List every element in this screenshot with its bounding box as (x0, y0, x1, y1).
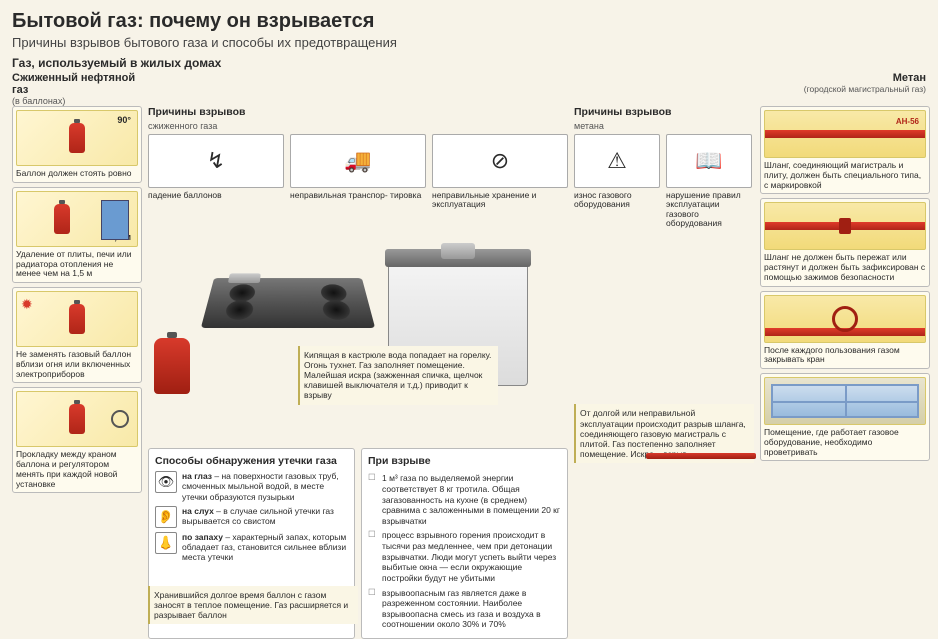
hose-band (765, 130, 925, 138)
methane-cause-row: ⚠ износ газового оборудования 📖 нарушени… (574, 134, 754, 228)
cylinder-icon (69, 404, 85, 434)
cause-text: нарушение правил эксплуатации газового о… (666, 191, 752, 228)
pot-icon (228, 273, 261, 283)
rule-icon: ✹ (16, 291, 138, 347)
page-title: Бытовой газ: почему он взрывается (12, 10, 926, 33)
gas-pipe (646, 453, 756, 459)
cause-item: ↯ падение баллонов (148, 134, 284, 210)
lpg-cause-row: ↯ падение баллонов 🚚 неправильная трансп… (148, 134, 568, 210)
burner-icon (224, 300, 254, 319)
rule-text: Шланг, соединяющий магистраль и плиту, д… (764, 161, 926, 190)
hose-label: АН-56 (896, 117, 919, 126)
explosion-item: 1 м³ газа по выделяемой энергии соответс… (368, 471, 561, 528)
rule-item: Прокладку между краном баллона и регулят… (12, 387, 142, 493)
explosion-item: процесс взрывного горения происходит в т… (368, 528, 561, 585)
cause-wear-icon: ⚠ (574, 134, 660, 188)
rule-icon: 90° (16, 110, 138, 166)
callout-boiling: Кипящая в кастрюле вода попадает на горе… (298, 346, 498, 405)
burner-icon (228, 284, 256, 301)
cylinder-icon (69, 304, 85, 334)
explosion-header: При взрыве (368, 455, 561, 467)
window-icon (764, 377, 926, 425)
kitchen-scene: Кипящая в кастрюле вода попадает на горе… (148, 216, 568, 396)
rule-item: Помещение, где работает газовое оборудов… (760, 373, 930, 461)
rule-item: После каждого пользования газом закрыват… (760, 291, 930, 370)
methane-sub: (городской магистральный газ) (756, 84, 926, 94)
eye-icon: 👁 (155, 471, 177, 493)
cause-text: износ газового оборудования (574, 191, 660, 210)
detect-item: 👂 на слух – в случае сильной утечки газ … (155, 506, 348, 528)
rule-item: 1,5 м Удаление от плиты, печи или радиат… (12, 187, 142, 283)
rule-note: 90° (117, 115, 131, 125)
lpg-sub: (в баллонах) (12, 96, 142, 106)
burner-icon (322, 300, 352, 319)
rule-text: Шланг не должен быть пережат или растяну… (764, 253, 926, 282)
cylinder-icon (69, 123, 85, 153)
callout-stored: Хранившийся долгое время баллон с газом … (148, 586, 358, 625)
cause-text: неправильная транспор- тировка (290, 191, 426, 200)
rule-icon: 1,5 м (16, 191, 138, 247)
gas-tank (154, 338, 190, 394)
rule-text: Баллон должен стоять ровно (16, 169, 138, 179)
gasket-icon (111, 410, 129, 428)
page-subtitle: Причины взрывов бытового газа и способы … (12, 35, 926, 50)
methane-causes-header: Причины взрывов (574, 106, 754, 118)
clamp-icon (839, 218, 851, 234)
cylinder-icon (54, 204, 70, 234)
rule-item: 90° Баллон должен стоять ровно (12, 106, 142, 183)
explosion-list: 1 м³ газа по выделяемой энергии соответс… (368, 471, 561, 632)
lpg-causes-header: Причины взрывов (148, 106, 568, 118)
cause-item: ⚠ износ газового оборудования (574, 134, 660, 228)
lpg-header: Сжиженный нефтяной газ (12, 72, 142, 96)
cause-item: ⊘ неправильные хранение и эксплуатация (432, 134, 568, 210)
explosion-box: При взрыве 1 м³ газа по выделяемой энерг… (361, 448, 568, 639)
methane-col: Причины взрывов метана ⚠ износ газового … (574, 106, 754, 639)
detect-label: на слух (182, 506, 214, 516)
pot-icon (441, 243, 475, 259)
left-rules-col: 90° Баллон должен стоять ровно 1,5 м Уда… (12, 106, 142, 639)
cause-item: 🚚 неправильная транспор- тировка (290, 134, 426, 210)
rule-text: Удаление от плиты, печи или радиатора от… (16, 250, 138, 279)
cause-storage-icon: ⊘ (432, 134, 568, 188)
hose-icon (764, 202, 926, 250)
explosion-item: взрывоопасным газ является даже в разреж… (368, 586, 561, 633)
cause-transport-icon: 🚚 (290, 134, 426, 188)
rule-icon (16, 391, 138, 447)
hose-icon: АН-56 (764, 110, 926, 158)
valve-icon (832, 306, 858, 332)
ear-icon: 👂 (155, 506, 177, 528)
cooktop (201, 278, 375, 328)
burner-icon (320, 284, 348, 301)
detect-item: 👁 на глаз – на поверхности газовых труб,… (155, 471, 348, 502)
methane-header: Метан (756, 72, 926, 84)
rule-item: АН-56 Шланг, соединяющий магистраль и пл… (760, 106, 930, 194)
window-pane (771, 384, 919, 418)
cause-text: падение баллонов (148, 191, 284, 200)
fire-icon: ✹ (21, 296, 33, 313)
center-col: Причины взрывов сжиженного газа ↯ падени… (148, 106, 568, 639)
detect-label: по запаху (182, 532, 223, 542)
section-gas-homes: Газ, используемый в жилых домах (12, 56, 926, 70)
main-layout: 90° Баллон должен стоять ровно 1,5 м Уда… (12, 106, 926, 639)
detect-label: на глаз (182, 471, 212, 481)
infographic-root: Бытовой газ: почему он взрывается Причин… (0, 0, 938, 607)
rule-text: Прокладку между краном баллона и регулят… (16, 450, 138, 489)
cause-text: неправильные хранение и эксплуатация (432, 191, 568, 210)
methane-causes-sub: метана (574, 121, 754, 131)
lpg-causes-sub: сжиженного газа (148, 121, 568, 131)
cause-item: 📖 нарушение правил эксплуатации газового… (666, 134, 752, 228)
rule-text: Помещение, где работает газовое оборудов… (764, 428, 926, 457)
detect-item: 👃 по запаху – характерный запах, которым… (155, 532, 348, 563)
cause-drop-icon: ↯ (148, 134, 284, 188)
nose-icon: 👃 (155, 532, 177, 554)
cause-rules-icon: 📖 (666, 134, 752, 188)
hose-icon (764, 295, 926, 343)
radiator-icon (101, 200, 129, 240)
rule-item: Шланг не должен быть пережат или растяну… (760, 198, 930, 286)
right-rules-col: АН-56 Шланг, соединяющий магистраль и пл… (760, 106, 930, 639)
rule-item: ✹ Не заменять газовый баллон вблизи огня… (12, 287, 142, 383)
detection-header: Способы обнаружения утечки газа (155, 455, 348, 467)
rule-text: После каждого пользования газом закрыват… (764, 346, 926, 366)
rule-text: Не заменять газовый баллон вблизи огня и… (16, 350, 138, 379)
